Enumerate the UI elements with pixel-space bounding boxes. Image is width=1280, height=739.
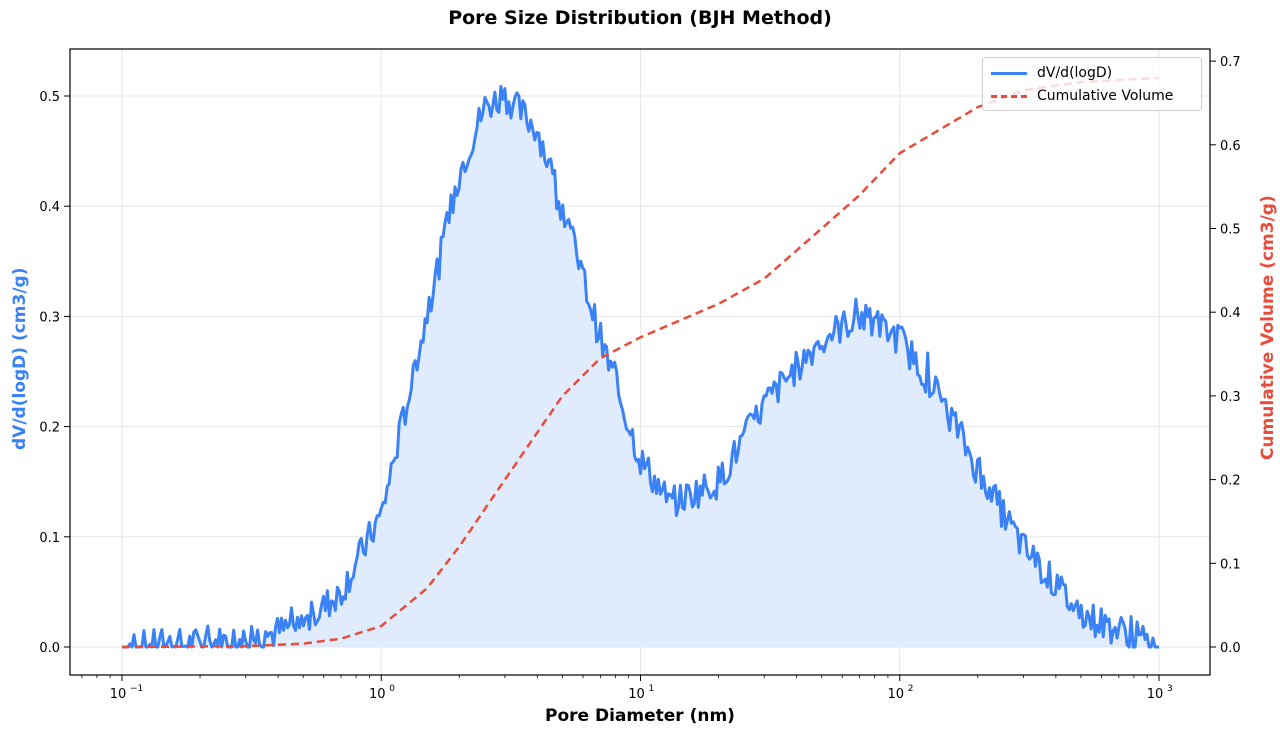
svg-text:10: 10 <box>110 687 127 702</box>
legend: dV/d(logD) Cumulative Volume <box>982 57 1202 111</box>
svg-text:10: 10 <box>369 687 386 702</box>
svg-text:0.3: 0.3 <box>39 310 60 325</box>
svg-text:0.4: 0.4 <box>1220 306 1241 321</box>
svg-text:0.0: 0.0 <box>1220 641 1241 656</box>
svg-text:0.2: 0.2 <box>1220 474 1241 489</box>
svg-text:10: 10 <box>887 687 904 702</box>
cumulative-line <box>122 76 1160 649</box>
svg-text:0.1: 0.1 <box>1220 557 1241 572</box>
svg-text:0.1: 0.1 <box>39 531 60 546</box>
svg-text:0.2: 0.2 <box>39 421 60 436</box>
x-axis-label: Pore Diameter (nm) <box>545 706 735 726</box>
dashed-line-swatch-icon <box>991 94 1027 98</box>
svg-text:0.5: 0.5 <box>1220 223 1241 238</box>
svg-text:0.3: 0.3 <box>1220 390 1241 405</box>
svg-text:2: 2 <box>908 684 914 694</box>
svg-text:10: 10 <box>1147 687 1164 702</box>
svg-text:0.6: 0.6 <box>1220 139 1241 154</box>
distribution-line <box>122 84 1159 649</box>
svg-text:0: 0 <box>389 684 395 694</box>
axis-ticks: 10 −1 10 0 10 1 10 2 10 30.00.10.20.30.40.50.00.1… <box>39 55 1240 702</box>
svg-text:3: 3 <box>1167 684 1173 694</box>
distribution-fill <box>122 86 1159 647</box>
legend-item-cumulative: Cumulative Volume <box>991 86 1173 106</box>
svg-text:−1: −1 <box>130 684 143 694</box>
chart-title: Pore Size Distribution (BJH Method) <box>448 7 832 29</box>
solid-line-swatch-icon <box>991 71 1027 75</box>
legend-item-distribution: dV/d(logD) <box>991 63 1112 83</box>
svg-text:0.5: 0.5 <box>39 90 60 105</box>
svg-text:0.0: 0.0 <box>39 641 60 656</box>
legend-label: dV/d(logD) <box>1037 65 1113 81</box>
svg-text:0.4: 0.4 <box>39 200 60 215</box>
legend-label: Cumulative Volume <box>1037 88 1174 104</box>
svg-text:1: 1 <box>649 684 655 694</box>
svg-text:10: 10 <box>628 687 645 702</box>
svg-text:0.7: 0.7 <box>1220 55 1241 70</box>
